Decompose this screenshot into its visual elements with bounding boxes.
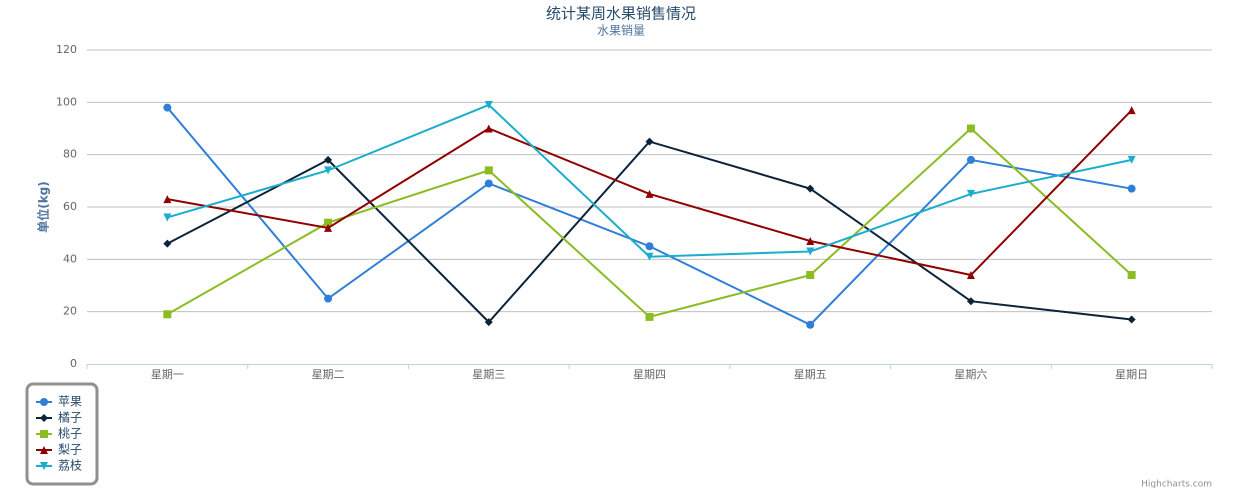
point-marker bbox=[645, 189, 654, 198]
point-marker bbox=[966, 124, 975, 133]
point-marker bbox=[1127, 106, 1136, 115]
point-marker bbox=[645, 137, 654, 146]
y-tick-label: 20 bbox=[63, 305, 77, 318]
point-marker bbox=[645, 242, 654, 251]
legend-label: 梨子 bbox=[58, 443, 82, 457]
legend-symbol bbox=[40, 446, 48, 454]
point-marker bbox=[966, 271, 975, 280]
legend-label: 桃子 bbox=[58, 426, 82, 441]
point-marker bbox=[484, 318, 493, 327]
y-tick-label: 120 bbox=[56, 43, 77, 56]
point-marker bbox=[806, 320, 815, 329]
legend-label: 荔枝 bbox=[58, 458, 82, 473]
legend-symbol bbox=[40, 462, 48, 470]
point-marker bbox=[1127, 271, 1136, 280]
legend-label: 苹果 bbox=[58, 395, 82, 409]
point-marker bbox=[806, 184, 815, 193]
point-marker bbox=[1127, 184, 1136, 193]
legend-symbol bbox=[40, 430, 48, 438]
x-tick-label: 星期二 bbox=[312, 368, 345, 381]
point-marker bbox=[645, 252, 654, 261]
credits[interactable]: Highcharts.com bbox=[1141, 480, 1212, 488]
series-line bbox=[167, 103, 1132, 258]
chart-subtitle: 水果销量 bbox=[597, 24, 645, 38]
legend-label: 橘子 bbox=[58, 410, 82, 425]
point-marker bbox=[163, 195, 172, 204]
point-marker bbox=[1127, 315, 1136, 324]
y-axis-title: 单位(kg) bbox=[36, 181, 51, 233]
point-marker bbox=[163, 103, 172, 112]
point-marker bbox=[645, 312, 654, 321]
point-marker bbox=[806, 247, 815, 256]
point-marker bbox=[163, 310, 172, 319]
x-tick-label: 星期一 bbox=[151, 368, 184, 381]
point-marker bbox=[484, 179, 493, 188]
point-marker bbox=[1127, 155, 1136, 164]
point-marker bbox=[163, 213, 172, 222]
point-marker bbox=[806, 237, 815, 246]
legend-symbol bbox=[40, 398, 48, 406]
x-tick-label: 星期四 bbox=[633, 368, 666, 381]
point-marker bbox=[806, 271, 815, 280]
legend-symbol bbox=[40, 414, 48, 422]
point-marker bbox=[324, 294, 333, 303]
series-line bbox=[166, 127, 1133, 319]
y-tick-label: 100 bbox=[56, 95, 77, 108]
point-marker bbox=[484, 166, 493, 175]
point-marker bbox=[484, 124, 493, 133]
point-marker bbox=[324, 218, 333, 227]
legend-box bbox=[25, 382, 99, 486]
x-tick-label: 星期三 bbox=[472, 368, 505, 381]
x-tick-label: 星期日 bbox=[1115, 368, 1148, 381]
point-marker bbox=[966, 155, 975, 164]
point-marker bbox=[324, 166, 333, 175]
point-marker bbox=[484, 100, 493, 109]
point-marker bbox=[163, 239, 172, 248]
point-marker bbox=[324, 155, 333, 164]
y-tick-label: 40 bbox=[63, 252, 77, 265]
point-marker bbox=[324, 223, 333, 232]
y-tick-label: 60 bbox=[63, 200, 77, 213]
y-tick-label: 80 bbox=[63, 148, 77, 161]
point-marker bbox=[966, 297, 975, 306]
y-tick-label: 0 bbox=[70, 357, 77, 370]
x-tick-label: 星期五 bbox=[794, 368, 827, 381]
point-marker bbox=[966, 189, 975, 198]
x-tick-label: 星期六 bbox=[954, 368, 987, 381]
chart-title: 统计某周水果销售情况 bbox=[546, 5, 696, 23]
